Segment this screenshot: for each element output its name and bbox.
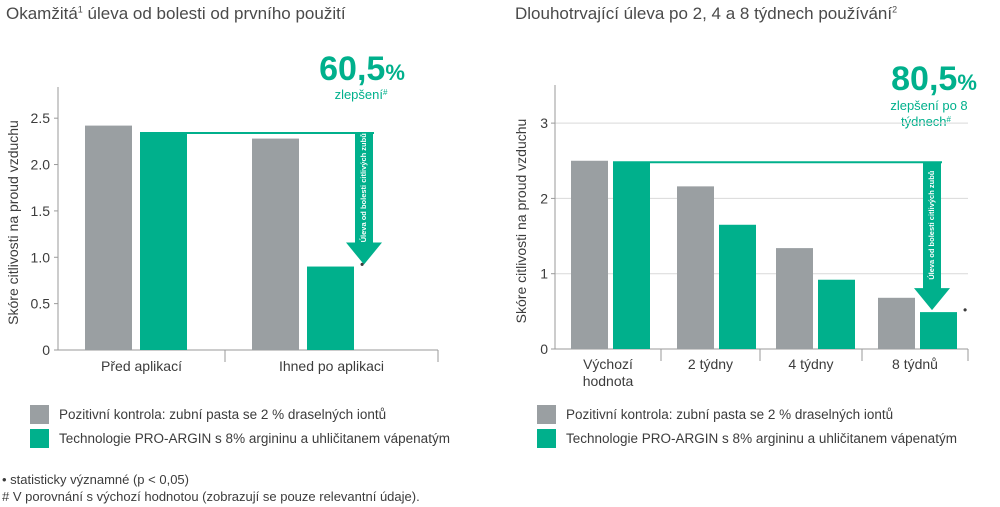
legend-label-green: Technologie PRO-ARGIN s 8% argininu a uh… — [566, 430, 957, 446]
legend-item-green: Technologie PRO-ARGIN s 8% argininu a uh… — [30, 427, 450, 449]
right-chart-title: Dlouhotrvající úleva po 2, 4 a 8 týdnech… — [515, 4, 898, 23]
legend-label-green: Technologie PRO-ARGIN s 8% argininu a uh… — [59, 430, 450, 446]
bar-gray — [252, 138, 299, 350]
x-tick-label: Ihned po aplikaci — [279, 358, 384, 374]
y-tick-label: 0 — [540, 341, 548, 357]
bar-green — [140, 133, 187, 350]
x-tick-label: 2 týdny — [688, 356, 733, 372]
bar-gray — [776, 248, 813, 349]
bar-gray — [677, 186, 714, 349]
footnote-significance: • statisticky významné (p < 0,05) — [2, 472, 189, 487]
left-percent-label: zlepšení# — [335, 87, 388, 102]
significance-marker: • — [963, 303, 967, 317]
legend-swatch-green — [537, 428, 556, 448]
legend-label-gray: Pozitivní kontrola: zubní pasta se 2 % d… — [566, 406, 894, 422]
significance-marker: • — [360, 258, 364, 272]
down-arrow — [914, 162, 950, 311]
legend-item-gray: Pozitivní kontrola: zubní pasta se 2 % d… — [537, 403, 957, 425]
bar-green — [613, 162, 650, 349]
bar-gray — [878, 297, 915, 349]
x-tick-label: Před aplikací — [101, 358, 182, 374]
y-tick-label: 1 — [540, 266, 548, 282]
footnote-comparison: # V porovnání s výchozí hodnotou (zobraz… — [2, 489, 420, 504]
right-percent: 80,5% — [891, 60, 977, 98]
legend-swatch-gray — [537, 404, 556, 424]
legend-item-green: Technologie PRO-ARGIN s 8% argininu a uh… — [537, 427, 957, 449]
left-legend: Pozitivní kontrola: zubní pasta se 2 % d… — [30, 403, 450, 451]
y-tick-label: 3 — [540, 115, 548, 131]
bar-green — [920, 312, 957, 349]
bar-gray — [85, 125, 132, 350]
right-percent-label-2: týdnech# — [901, 114, 952, 129]
x-tick-label: hodnota — [583, 373, 634, 389]
x-tick-label: 4 týdny — [788, 356, 833, 372]
y-axis-label: Skóre citlivosti na proud vzduchu — [513, 119, 529, 324]
right-percent-label-1: zlepšení po 8 — [890, 98, 967, 113]
left-chart-title: Okamžitá1 úleva od bolesti od prvního po… — [6, 4, 346, 23]
y-axis-label: Skóre citlivosti na proud vzduchu — [5, 120, 21, 325]
bar-green — [719, 224, 756, 349]
right-legend: Pozitivní kontrola: zubní pasta se 2 % d… — [537, 403, 957, 451]
y-tick-label: 2.5 — [31, 110, 51, 126]
bar-green — [818, 279, 855, 349]
legend-item-gray: Pozitivní kontrola: zubní pasta se 2 % d… — [30, 403, 450, 425]
x-tick-label: 8 týdnů — [892, 356, 938, 372]
arrow-label: Úleva od bolesti citlivých zubů — [927, 170, 936, 280]
footnotes: • statisticky významné (p < 0,05) # V po… — [2, 471, 420, 505]
left-percent: 60,5% — [319, 50, 405, 88]
bar-green — [307, 266, 354, 350]
y-tick-label: 1.5 — [31, 203, 51, 219]
y-tick-label: 2.0 — [31, 157, 51, 173]
y-tick-label: 2 — [540, 190, 548, 206]
y-tick-label: 1.0 — [31, 249, 51, 265]
bar-gray — [571, 160, 608, 349]
arrow-label: Úleva od bolesti citlivých zubů — [359, 133, 368, 243]
legend-label-gray: Pozitivní kontrola: zubní pasta se 2 % d… — [59, 406, 387, 422]
legend-swatch-green — [30, 428, 49, 448]
legend-swatch-gray — [30, 404, 49, 424]
x-tick-label: Výchozí — [583, 356, 633, 372]
y-tick-label: 0 — [42, 342, 50, 358]
y-tick-label: 0.5 — [31, 296, 51, 312]
down-arrow — [346, 133, 382, 265]
